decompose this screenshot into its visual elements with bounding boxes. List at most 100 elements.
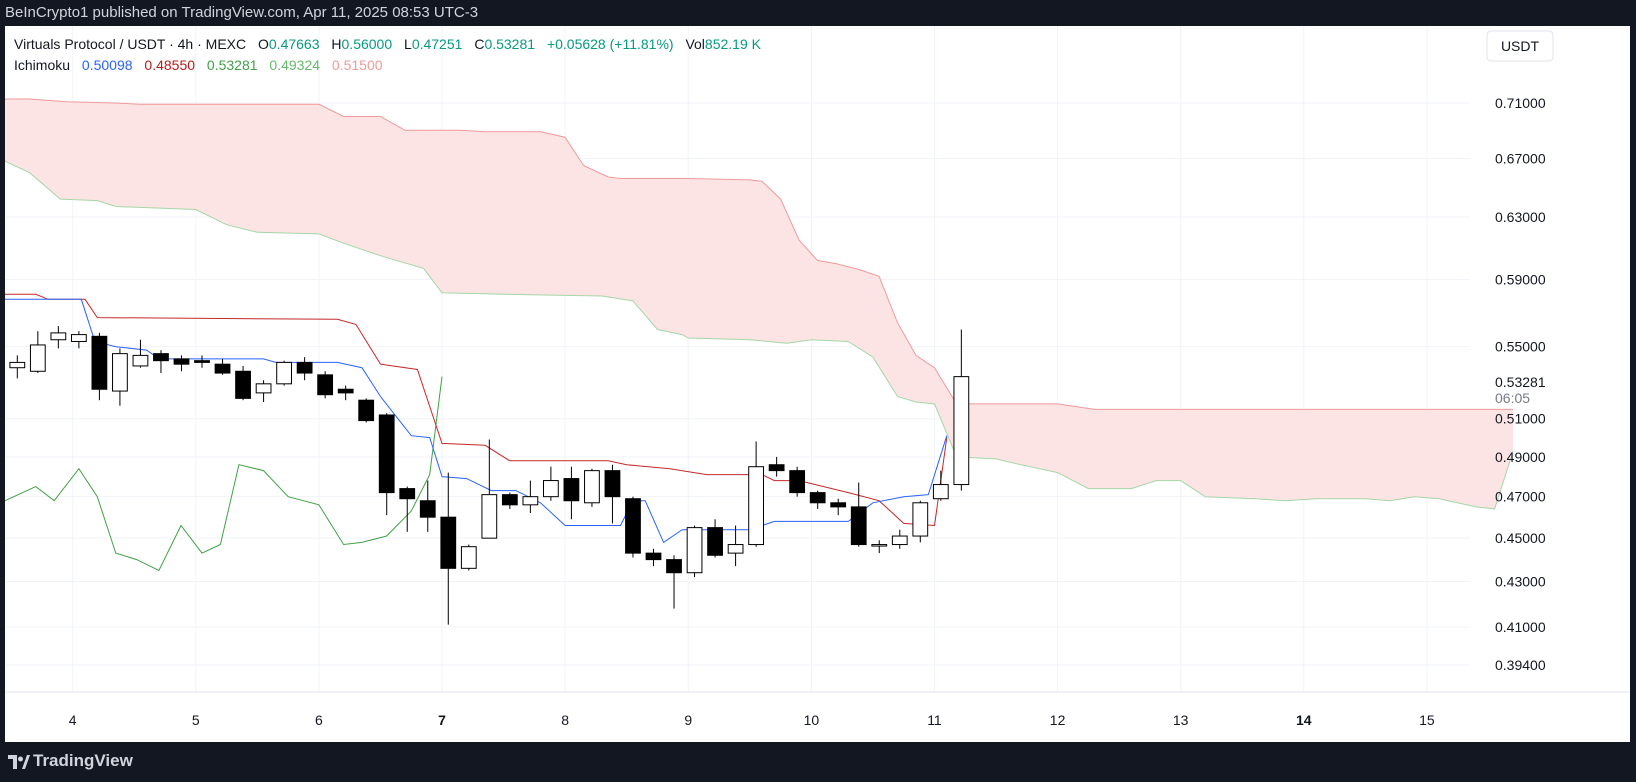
candle: [789, 466, 806, 497]
candle: [276, 360, 292, 386]
candle: [132, 339, 149, 368]
y-tick-label: 0.71000: [1495, 95, 1546, 111]
ichimoku-value-1: 0.50098: [82, 57, 133, 73]
candle-body-down: [378, 414, 395, 494]
candle-body-down: [317, 374, 334, 396]
y-tick-label: 0.43000: [1495, 574, 1546, 590]
candle-body-down: [666, 559, 682, 574]
x-tick-label: 13: [1173, 712, 1189, 728]
candle-body-down: [296, 361, 313, 374]
candle: [522, 480, 539, 514]
candle: [173, 355, 190, 372]
candle: [563, 466, 580, 520]
candle-body-down: [789, 470, 806, 494]
y-tick-label: 0.45000: [1495, 530, 1546, 546]
svg-text:Virtuals Protocol / USDT · 4h: Virtuals Protocol / USDT · 4h · MEXC O0.…: [14, 36, 762, 52]
ichimoku-cloud: [5, 99, 1514, 509]
candle: [317, 371, 334, 399]
candle: [625, 496, 641, 558]
ichimoku-value-5: 0.51500: [332, 57, 383, 73]
candles: [9, 326, 970, 625]
candle-body-down: [173, 358, 190, 365]
candle-body-up: [70, 334, 87, 342]
x-tick-label: 11: [927, 712, 942, 728]
currency-button[interactable]: USDT: [1486, 30, 1554, 62]
chikou-span-line: [5, 376, 443, 572]
candle: [296, 357, 313, 381]
candle-body-down: [830, 502, 847, 508]
y-tick-label: 0.47000: [1495, 489, 1546, 505]
candle-body-down: [501, 494, 518, 506]
candle-body-up: [276, 361, 292, 385]
x-tick-label: 7: [438, 712, 446, 728]
candle-body-up: [953, 376, 970, 486]
candle: [112, 348, 128, 406]
legend: Virtuals Protocol / USDT · 4h · MEXC O0.…: [14, 36, 762, 73]
candle-body-up: [255, 383, 272, 394]
candle-body-down: [768, 464, 785, 472]
candle-body-up: [748, 466, 765, 546]
candle: [666, 555, 682, 609]
y-tick-label: 0.41000: [1495, 619, 1546, 635]
candle: [214, 358, 231, 375]
candle-body-down: [153, 353, 169, 362]
candle-body-up: [50, 332, 67, 341]
candle: [830, 498, 847, 516]
candle: [891, 529, 908, 549]
legend-change: +0.05628 (+11.81%): [547, 36, 674, 52]
publisher-header: BeInCrypto1 published on TradingView.com…: [0, 0, 1636, 26]
candle-body-down: [809, 492, 826, 504]
candle: [850, 482, 867, 547]
x-tick-label: 6: [315, 712, 323, 728]
chart-svg[interactable]: 0.39400 0.41000 0.43000 0.45000 0.47000 0.490…: [5, 26, 1630, 742]
x-tick-label: 15: [1419, 712, 1435, 728]
publisher-text: BeInCrypto1 published on TradingView.com…: [5, 4, 479, 21]
candle-body-up: [871, 544, 888, 547]
candle-body-down: [850, 506, 867, 546]
candle: [584, 468, 600, 507]
candle-body-up: [460, 546, 477, 569]
footer: TradingView: [0, 742, 1636, 782]
candle-body-down: [645, 552, 662, 561]
x-tick-label: 14: [1296, 712, 1312, 728]
price-axis[interactable]: 0.39400 0.41000 0.43000 0.45000 0.47000 0.490…: [1495, 95, 1546, 673]
candle: [707, 519, 723, 558]
ichimoku-value-2: 0.48550: [144, 57, 195, 73]
candle: [748, 441, 765, 547]
candle-body-down: [235, 370, 251, 399]
candle-body-up: [9, 361, 26, 369]
candle-body-down: [707, 527, 723, 556]
candle: [809, 490, 826, 509]
legend-low: 0.47251: [412, 36, 463, 52]
ichimoku-value-4: 0.49324: [269, 57, 320, 73]
candle-body-up: [727, 544, 744, 554]
candle: [440, 472, 457, 625]
legend-symbol: Virtuals Protocol / USDT · 4h · MEXC: [14, 36, 246, 52]
candle: [194, 355, 210, 368]
candle: [29, 331, 46, 374]
candle: [604, 464, 621, 524]
candle: [337, 385, 354, 401]
candle: [9, 355, 26, 379]
legend-close: 0.53281: [484, 36, 535, 52]
x-tick-label: 9: [684, 712, 692, 728]
legend-volume: 852.19 K: [705, 36, 762, 52]
candle: [768, 456, 785, 477]
tradingview-logo-icon: [8, 755, 30, 769]
chart-panel[interactable]: 0.39400 0.41000 0.43000 0.45000 0.47000 0.490…: [5, 26, 1630, 742]
candle: [953, 329, 970, 491]
y-tick-label: 0.59000: [1495, 272, 1546, 288]
candle: [91, 332, 108, 401]
x-tick-label: 10: [804, 712, 820, 728]
x-tick-label: 8: [561, 712, 569, 728]
candle-body-down: [625, 498, 641, 554]
candle: [50, 326, 67, 349]
candle: [399, 486, 416, 532]
candle: [70, 331, 87, 349]
senkou-span-b-line: [5, 98, 1514, 410]
candle: [645, 548, 662, 567]
time-axis[interactable]: 4 5 6 7 8 9 10 11 12 13 14 15: [69, 712, 1435, 728]
candle-body-down: [440, 516, 457, 569]
candle: [686, 525, 703, 578]
kijun-sen-line: [5, 293, 948, 527]
